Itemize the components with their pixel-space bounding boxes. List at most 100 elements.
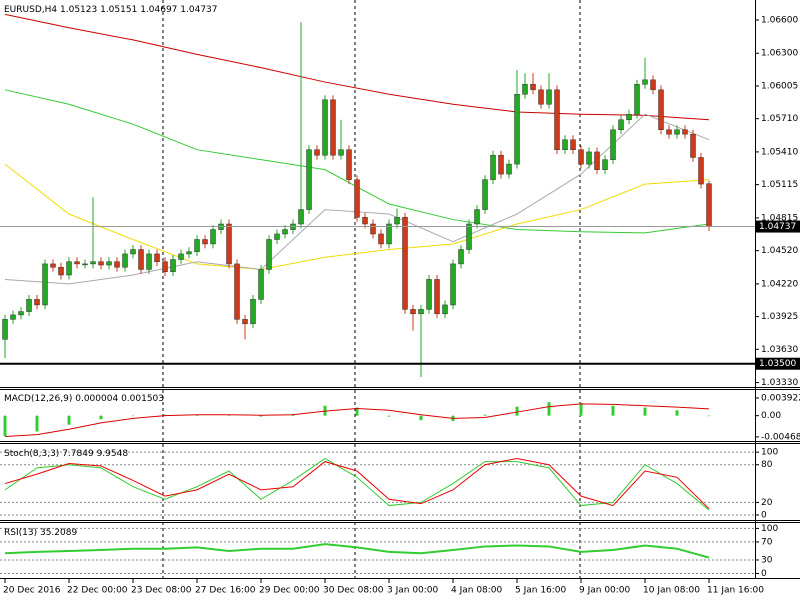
candle-body <box>482 179 488 210</box>
y-tick-label: 100 <box>761 448 778 458</box>
candle-body <box>18 311 24 316</box>
macd-bar <box>355 407 359 416</box>
y-tick-label: 1.05115 <box>761 180 798 190</box>
x-tick-label: 27 Dec 16:00 <box>195 586 256 596</box>
header-value: 7.7849 <box>62 449 94 459</box>
candle-body <box>402 217 408 310</box>
y-tick-label: 0.003922 <box>761 393 800 403</box>
candle-body <box>378 233 384 245</box>
candle-body <box>538 89 544 105</box>
candle-body <box>506 163 512 175</box>
header-value: 1.05151 <box>100 5 137 15</box>
candle-body <box>442 304 448 315</box>
y-tick-label: 0 <box>761 569 767 579</box>
x-tick-label: 29 Dec 00:00 <box>259 586 320 596</box>
y-tick-label: 1.04520 <box>761 246 798 256</box>
candle-body <box>258 269 264 300</box>
macd-bar <box>227 415 231 416</box>
candle-body <box>458 249 464 265</box>
y-tick-label: 1.03330 <box>761 378 798 388</box>
candle-body <box>26 299 32 312</box>
macd-bar <box>131 415 135 417</box>
header-value: 1.04697 <box>140 5 177 15</box>
candle-body <box>2 319 8 340</box>
candle-body <box>682 129 688 135</box>
candle-body <box>658 89 664 130</box>
candle-body <box>194 239 200 252</box>
day-separators <box>162 0 581 578</box>
candle-body <box>514 94 520 165</box>
candle-body <box>674 129 680 135</box>
y-tick-label: -0.004689 <box>761 432 800 442</box>
macd-bar <box>99 415 103 420</box>
indicator-name: Stoch(8,3,3) <box>4 449 59 459</box>
y-tick-label: 1.04220 <box>761 279 798 289</box>
candle-body <box>338 149 344 156</box>
candle-body <box>178 253 184 260</box>
price-label: 1.04737 <box>759 222 796 232</box>
indicator-name: RSI(13) <box>4 528 37 538</box>
candle-body <box>106 261 112 266</box>
candle-body <box>650 79 656 91</box>
candle-body <box>346 149 352 180</box>
candle-body <box>266 239 272 270</box>
x-tick-label: 30 Dec 08:00 <box>323 586 384 596</box>
x-tick-label: 20 Dec 2016 <box>3 586 61 596</box>
candle-body <box>642 79 648 85</box>
candle-body <box>594 151 600 170</box>
y-tick-label: 1.03925 <box>761 312 798 322</box>
candle-body <box>330 99 336 156</box>
candle-body <box>226 223 232 265</box>
candle-body <box>122 253 128 268</box>
macd-bar <box>611 405 615 416</box>
price-label-box <box>756 357 800 370</box>
macd-bar <box>675 410 679 416</box>
indicator-line <box>4 457 710 511</box>
candle-body <box>354 179 360 218</box>
macd-bar <box>515 406 519 416</box>
macd-bar <box>643 407 647 416</box>
y-tick-label: 80 <box>761 460 773 470</box>
y-tick-label: 0 <box>761 510 767 520</box>
indicator-line <box>4 543 710 559</box>
moving-average <box>4 13 710 121</box>
candle-body <box>210 229 216 245</box>
macd-bar <box>707 415 711 417</box>
candle-body <box>498 154 504 175</box>
x-tick-label: 10 Jan 08:00 <box>643 586 700 596</box>
candle-body <box>666 129 672 135</box>
candle-body <box>202 239 208 245</box>
candle-body <box>298 209 304 225</box>
y-tick-label: 1.04815 <box>761 213 798 223</box>
macd-bar <box>67 415 71 425</box>
candle-body <box>146 253 152 270</box>
candle-body <box>474 209 480 225</box>
candle-body <box>250 299 256 325</box>
candle-body <box>314 149 320 156</box>
price-label: 1.03500 <box>759 359 796 369</box>
y-tick-label: 1.06005 <box>761 81 798 91</box>
candle-body <box>602 159 608 170</box>
macd-bar <box>483 414 487 416</box>
y-tick-label: 1.06300 <box>761 49 798 59</box>
y-tick-label: 0.00 <box>761 411 781 421</box>
indicator-line <box>4 457 710 510</box>
candle-body <box>242 319 248 325</box>
candle-body <box>162 261 168 272</box>
candle-body <box>394 217 400 225</box>
macd-signal <box>4 403 710 437</box>
indicator-name: EURUSD,H4 <box>4 5 57 15</box>
candle-body <box>370 223 376 235</box>
y-tick-label: 1.03630 <box>761 345 798 355</box>
x-tick-label: 9 Jan 00:00 <box>579 586 631 596</box>
macd-bar <box>547 402 551 416</box>
panel-header: EURUSD,H4 1.05123 1.05151 1.04697 1.0473… <box>4 5 218 15</box>
candle-body <box>578 149 584 165</box>
macd-bar <box>579 403 583 416</box>
header-value: 1.05123 <box>60 5 97 15</box>
candle-body <box>618 119 624 130</box>
macd-bar <box>387 415 391 417</box>
y-tick-label: 30 <box>761 555 773 565</box>
candle-body <box>610 129 616 160</box>
